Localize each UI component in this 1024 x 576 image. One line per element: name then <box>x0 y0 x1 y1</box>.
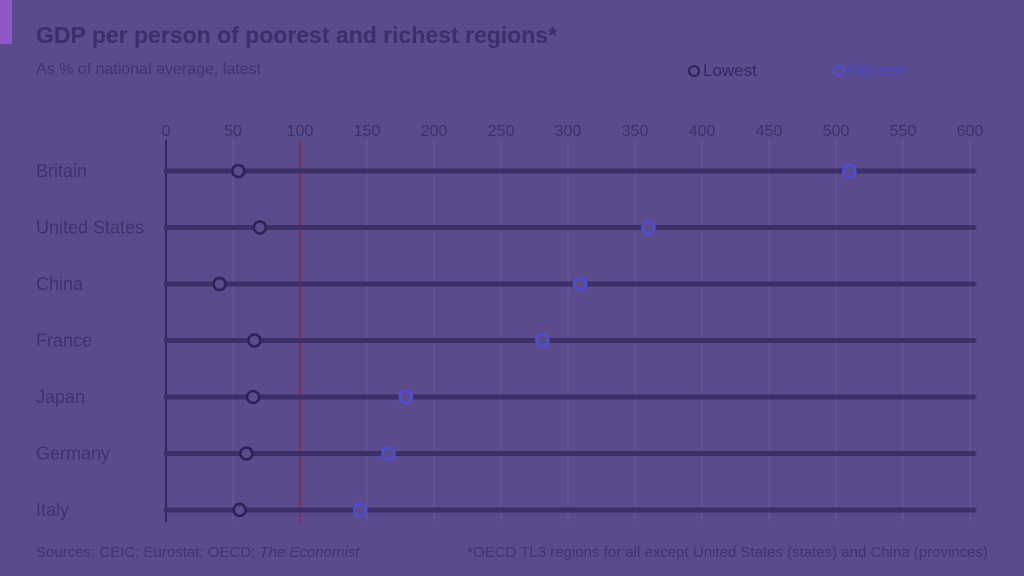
sources-publication: The Economist <box>259 544 360 561</box>
highest-marker-icon <box>833 65 845 77</box>
category-label: China <box>36 274 84 294</box>
category-row: China <box>36 274 977 294</box>
legend-item-lowest: Lowest <box>688 61 757 81</box>
category-label: France <box>36 331 92 351</box>
category-label: Britain <box>36 161 87 181</box>
lowest-marker <box>231 163 246 179</box>
lowest-marker <box>212 276 227 292</box>
category-label: Italy <box>36 500 69 520</box>
category-row: France <box>36 331 977 351</box>
x-tick-label: 150 <box>354 123 381 140</box>
x-tick-label: 250 <box>488 123 515 140</box>
legend-label-highest: Highest <box>848 61 906 80</box>
chart-subtitle: As % of national average, latest <box>36 61 262 78</box>
x-tick-label: 500 <box>823 123 850 140</box>
highest-marker <box>381 446 396 461</box>
category-rows: Britain United States China France Japan Germ… <box>36 161 977 520</box>
x-axis: 0 50 100 150 200 250 300 350 400 450 500 550 600 <box>162 123 984 522</box>
x-tick-label: 550 <box>890 123 917 140</box>
x-tick-label: 0 <box>162 123 171 140</box>
x-tick-label: 300 <box>555 123 582 140</box>
x-tick-label: 400 <box>689 123 716 140</box>
highest-marker <box>572 276 588 292</box>
sources-note: Sources: CEIC; Eurostat; OECD; The Econo… <box>36 544 359 561</box>
x-tick-label: 200 <box>421 123 448 140</box>
x-tick-label: 450 <box>756 123 783 140</box>
category-row: Japan <box>36 387 977 407</box>
highest-marker <box>353 502 368 518</box>
highest-marker <box>535 333 550 348</box>
gridlines <box>165 140 971 522</box>
footnote: *OECD TL3 regions for all except United … <box>467 544 988 561</box>
highest-marker <box>641 220 656 235</box>
category-row: Britain <box>36 161 977 181</box>
x-tick-label: 350 <box>622 123 649 140</box>
sources-prefix: Sources: CEIC; Eurostat; OECD; <box>36 544 260 561</box>
lowest-marker <box>239 446 254 461</box>
lowest-marker <box>232 502 247 518</box>
x-tick-label: 100 <box>287 123 314 140</box>
x-tick-label: 50 <box>224 123 242 140</box>
category-row: Italy <box>36 500 977 520</box>
lowest-marker <box>247 333 262 348</box>
highest-marker <box>398 389 414 405</box>
x-tick-label: 600 <box>957 123 984 140</box>
category-row: United States <box>36 218 977 238</box>
chart-title: GDP per person of poorest and richest re… <box>36 22 558 48</box>
highest-marker <box>842 163 857 179</box>
category-row: Germany <box>36 444 977 464</box>
category-label: Germany <box>36 444 110 464</box>
brand-accent-bar <box>0 0 12 44</box>
lowest-marker <box>252 220 268 235</box>
lowest-marker <box>245 389 261 405</box>
category-label: United States <box>36 218 144 238</box>
lowest-marker-icon <box>688 65 700 77</box>
legend-item-highest: Highest <box>833 61 906 81</box>
category-label: Japan <box>36 387 85 407</box>
legend-label-lowest: Lowest <box>703 61 757 80</box>
